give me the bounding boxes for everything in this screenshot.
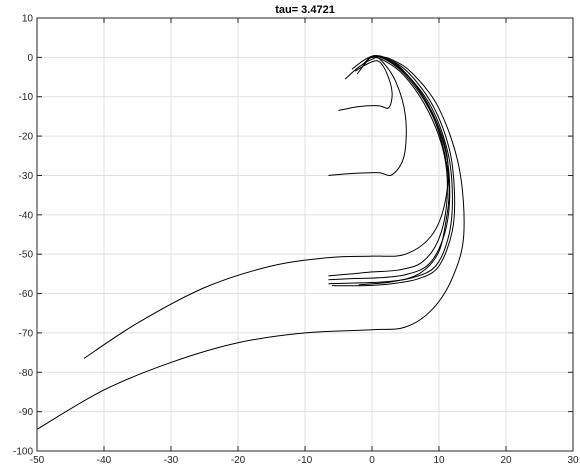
x-tick-label: -20 [231,455,246,466]
series-layer [36,55,465,430]
y-tick-label: 10 [22,14,34,25]
trajectory-line-4 [338,60,393,111]
x-tick-label: 30 [567,455,579,466]
x-tick-label: 0 [369,455,375,466]
y-tick-label: -50 [19,250,34,261]
y-tick-labels: 10 0 -10 -20 -30 -40 -50 -60 -70 -80 -90 -100 [13,14,33,458]
chart-title: tau= 3.4721 [275,4,335,16]
y-tick-label: -10 [19,92,34,103]
y-tick-label: -40 [19,210,34,221]
x-tick-label: -50 [30,455,45,466]
x-tick-label: -10 [298,455,313,466]
x-tick-label: -30 [164,455,179,466]
trajectory-line-3 [328,56,407,177]
y-tick-label: -80 [19,368,34,379]
x-tick-label: 20 [500,455,512,466]
y-tick-label: 0 [27,53,33,64]
x-tick-labels: -50 -40 -30 -20 -10 0 10 20 30 [30,455,579,466]
x-tick-label: -40 [97,455,112,466]
trajectory-line-9 [358,55,450,286]
trajectory-line-5 [328,56,448,277]
trajectory-line-7 [328,55,453,285]
tick-marks [36,17,574,452]
y-tick-label: -60 [19,289,34,300]
y-tick-label: -70 [19,328,34,339]
y-tick-label: -90 [19,407,34,418]
y-tick-label: -20 [19,132,34,143]
x-tick-label: 10 [433,455,445,466]
y-tick-label: -30 [19,171,34,182]
y-tick-label: -100 [13,447,33,458]
